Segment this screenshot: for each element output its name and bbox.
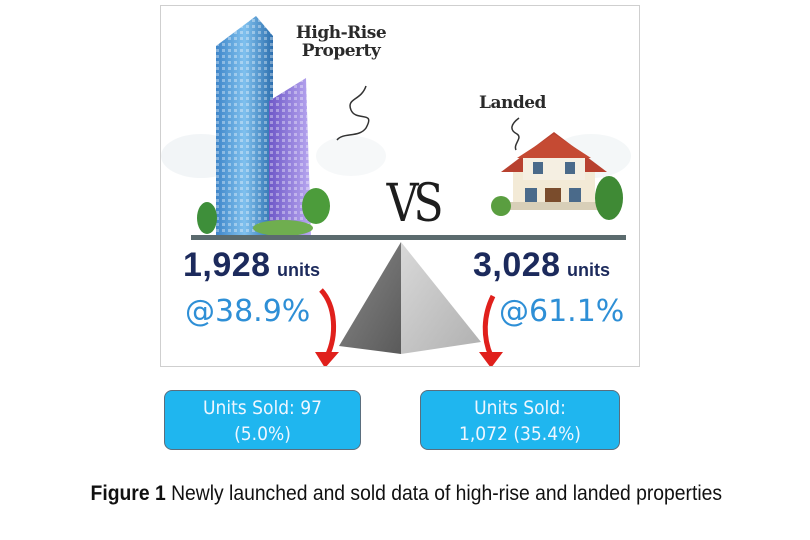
landed-units-value: 3,028 xyxy=(473,246,561,284)
red-down-arrow-right xyxy=(479,294,503,366)
landed-units: 3,028 units xyxy=(473,246,610,285)
vs-label: VS xyxy=(386,174,444,234)
landed-sold-line1: Units Sold: xyxy=(474,397,566,419)
pyramid-fulcrum-icon xyxy=(339,242,481,354)
high-rise-units-sold-box: Units Sold: 97 (5.0%) xyxy=(164,390,361,450)
figure-caption: Figure 1 Newly launched and sold data of… xyxy=(34,482,779,506)
caption-text: Newly launched and sold data of high-ris… xyxy=(171,482,723,505)
high-rise-percent: @38.9% xyxy=(185,294,311,329)
balance-beam xyxy=(191,235,626,240)
red-down-arrow-left xyxy=(315,288,339,366)
landed-units-word: units xyxy=(567,260,611,280)
landed-label: Landed xyxy=(479,93,546,113)
high-rise-units-word: units xyxy=(277,260,321,280)
landed-percent: @61.1% xyxy=(499,294,625,329)
figure-label: Figure 1 xyxy=(90,482,166,505)
high-rise-label: High-Rise Property xyxy=(295,23,387,61)
pointer-squiggle-landed xyxy=(511,117,520,151)
high-rise-towers-icon xyxy=(197,16,330,236)
high-rise-sold-line2: (5.0%) xyxy=(234,423,291,445)
landed-units-sold-box: Units Sold: 1,072 (35.4%) xyxy=(420,390,620,450)
high-rise-units-value: 1,928 xyxy=(183,246,271,284)
high-rise-units: 1,928 units xyxy=(183,246,320,285)
high-rise-sold-line1: Units Sold: 97 xyxy=(203,397,322,419)
comparison-illustration xyxy=(161,16,631,366)
infographic-frame: High-Rise Property Landed VS 1,928 units… xyxy=(160,5,640,367)
landed-house-icon xyxy=(491,132,623,220)
landed-sold-line2: 1,072 (35.4%) xyxy=(459,423,581,445)
pointer-squiggle-high-rise xyxy=(336,85,370,141)
